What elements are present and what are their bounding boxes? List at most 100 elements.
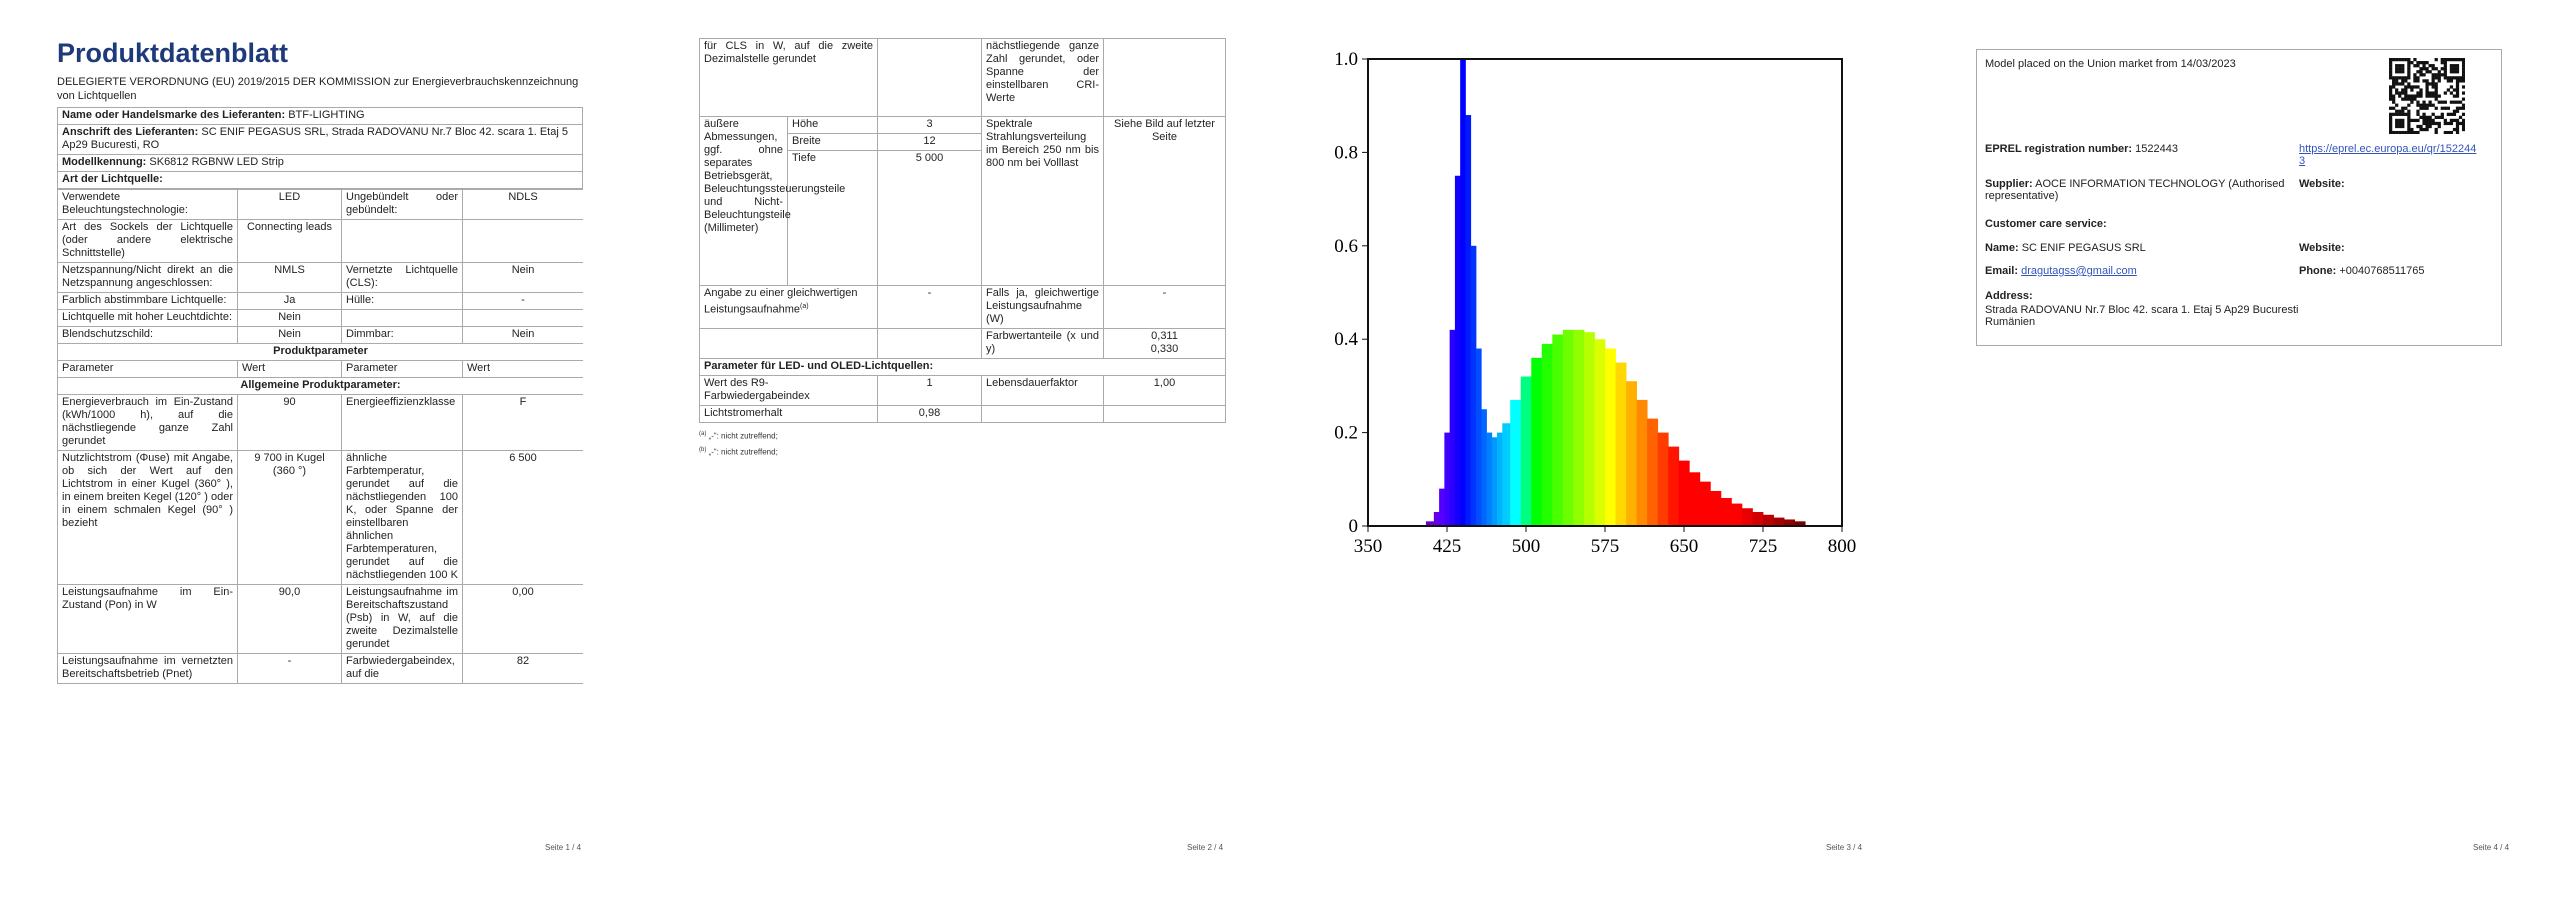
cell: Siehe Bild auf letzter Seite — [1103, 116, 1226, 286]
qr-module — [2443, 64, 2447, 68]
qr-module — [2407, 64, 2411, 68]
spectrum-bar — [1497, 432, 1503, 526]
value[interactable]: dragutagss@gmail.com — [2021, 265, 2137, 277]
qr-module — [2452, 109, 2457, 113]
label: Email: — [1985, 265, 2019, 277]
qr-module — [2404, 97, 2408, 101]
cell: Ja — [237, 292, 342, 310]
qr-module — [2446, 106, 2450, 110]
website-label: Website: — [2299, 242, 2345, 254]
title: Produktdatenblatt — [57, 38, 289, 68]
qr-module — [2425, 118, 2429, 123]
cell: Lichtstromerhalt — [699, 404, 878, 423]
spectrum-bar — [1531, 357, 1543, 526]
qr-module — [2461, 73, 2465, 77]
qr-module — [2407, 103, 2411, 107]
qr-module — [2452, 64, 2457, 68]
qr-module — [2443, 100, 2447, 104]
cell: Hülle: — [341, 292, 463, 310]
value: AOCE INFORMATION TECHNOLOGY (Authorised … — [1985, 178, 2285, 202]
qr-module — [2401, 79, 2405, 83]
spectrum-bar — [1433, 511, 1440, 526]
qr-module — [2458, 58, 2463, 62]
spectrum-bar — [1449, 329, 1456, 526]
qr-module — [2452, 67, 2457, 71]
qr-module — [2407, 73, 2411, 77]
qr-module — [2452, 94, 2457, 98]
qr-module — [2389, 118, 2393, 123]
qr-module — [2452, 76, 2457, 80]
qr-module — [2392, 79, 2396, 83]
qr-module — [2461, 67, 2465, 71]
qr-module — [2455, 130, 2460, 134]
qr-module — [2398, 76, 2402, 80]
qr-module — [2413, 64, 2417, 68]
qr-module — [2407, 121, 2411, 126]
qr-module — [2431, 79, 2435, 83]
qr-module — [2461, 121, 2465, 126]
qr-module — [2440, 115, 2444, 119]
page-footer: Seite 4 / 4 — [2473, 843, 2510, 852]
qr-module — [2452, 58, 2457, 62]
address-label: Address: — [1985, 290, 2033, 302]
eprel-link[interactable]: https://eprel.ec.europa.eu/qr/1522443 — [2299, 143, 2477, 167]
qr-module — [2413, 118, 2417, 123]
qr-module — [2455, 118, 2460, 123]
cell: - — [462, 292, 583, 310]
qr-module — [2407, 112, 2411, 116]
qr-module — [2398, 64, 2402, 68]
qr-module — [2434, 97, 2438, 101]
footnote-mark: (a) — [800, 302, 809, 310]
cell — [981, 404, 1104, 423]
qr-module — [2425, 61, 2429, 65]
qr-module — [2389, 85, 2393, 89]
qr-module — [2446, 121, 2450, 126]
qr-module — [2449, 58, 2454, 62]
qr-module — [2425, 94, 2429, 98]
cell: Leistungsaufnahme im vernetzten Bereitsc… — [57, 653, 238, 684]
qr-module — [2398, 70, 2402, 74]
spectrum-bar — [1647, 418, 1659, 526]
spectrum-bar — [1626, 381, 1637, 526]
qr-module — [2389, 88, 2393, 92]
qr-module — [2455, 67, 2460, 71]
qr-module — [2413, 73, 2417, 77]
qr-module — [2446, 130, 2450, 134]
qr-module — [2428, 121, 2432, 126]
spectrum-bar — [1752, 511, 1764, 526]
qr-module — [2455, 76, 2460, 80]
qr-module — [2458, 79, 2463, 83]
value: +0040768511765 — [2339, 265, 2425, 277]
qr-module — [2392, 97, 2396, 101]
cell: Connecting leads — [237, 219, 342, 263]
heading: Produktparameter — [57, 343, 583, 361]
qr-module — [2449, 118, 2454, 123]
cell: 82 — [462, 653, 583, 684]
email: Email: dragutagss@gmail.com — [1985, 265, 2493, 277]
qr-module — [2461, 61, 2465, 65]
qr-module — [2422, 67, 2426, 71]
qr-module — [2392, 112, 2396, 116]
cell — [462, 219, 583, 263]
label: EPREL registration number: — [1985, 143, 2133, 155]
spectrum-bar — [1454, 175, 1461, 526]
note-text: „-“: nicht zutreffend; — [708, 447, 778, 457]
y-tick-label: 0.4 — [1334, 329, 1358, 350]
qr-module — [2395, 82, 2399, 86]
qr-module — [2398, 91, 2402, 95]
qr-module — [2455, 127, 2460, 132]
name: Name: SC ENIF PEGASUS SRL — [1985, 242, 2493, 254]
qr-module — [2422, 61, 2426, 65]
qr-module — [2416, 112, 2420, 116]
qr-module — [2404, 130, 2408, 134]
spectrum-bar — [1720, 497, 1732, 526]
row: Blendschutzschild: Nein Dimmbar: Nein — [57, 326, 583, 344]
qr-module — [2416, 118, 2420, 123]
qr-module — [2455, 85, 2460, 89]
qr-module — [2440, 73, 2444, 77]
qr-module — [2392, 82, 2396, 86]
qr-module — [2461, 58, 2465, 62]
qr-module — [2431, 121, 2435, 126]
cell: 5 000 — [877, 150, 982, 167]
row: Leistungsaufnahme im vernetzten Bereitsc… — [57, 653, 583, 684]
